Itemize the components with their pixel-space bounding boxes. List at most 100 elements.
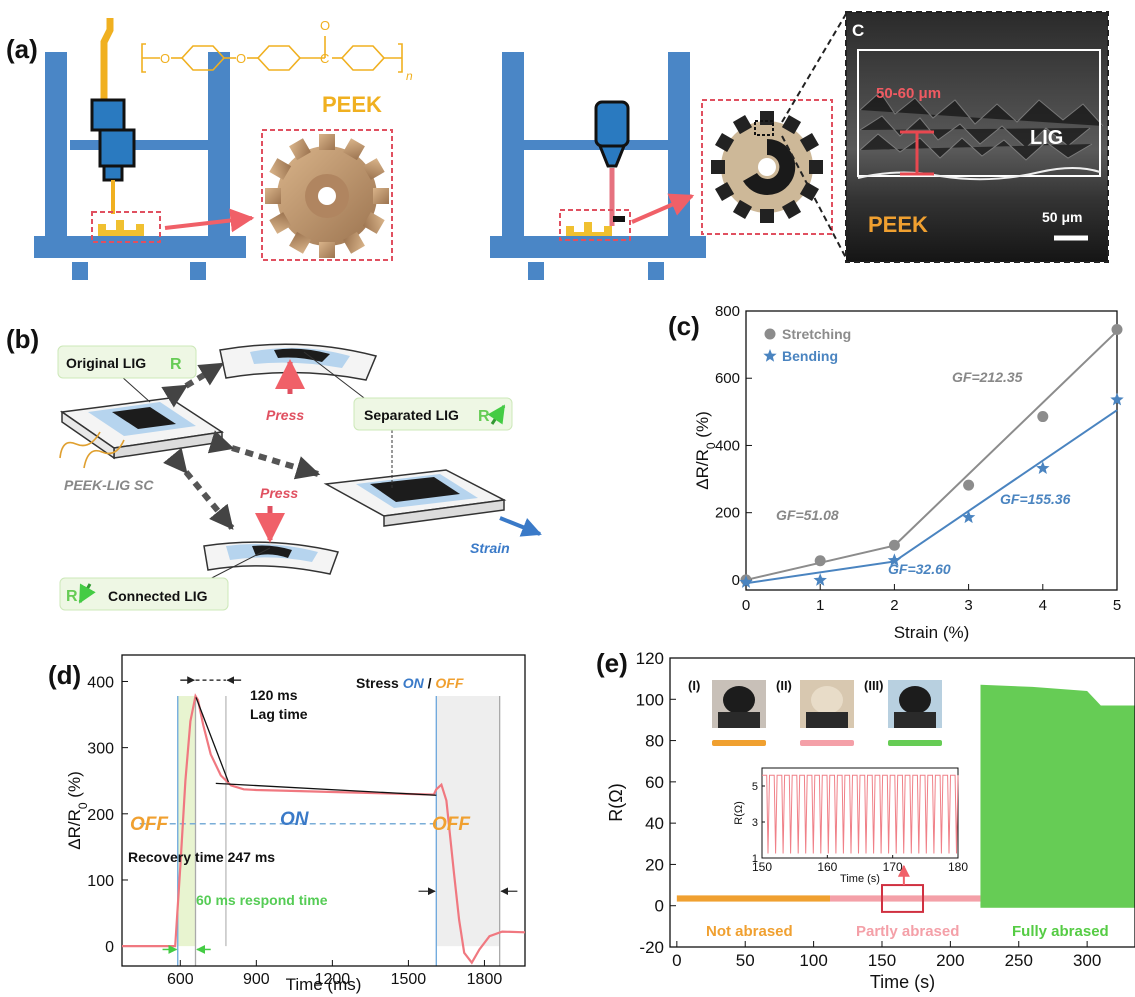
x-tick-label: 200 xyxy=(936,951,964,970)
x-tick-label: 150 xyxy=(868,951,896,970)
data-point xyxy=(963,479,975,491)
gf-annotation-4: GF=155.36 xyxy=(1000,491,1071,507)
y-tick-label: 300 xyxy=(87,741,114,758)
panel-e-label: (e) xyxy=(596,648,628,678)
x-axis-label: Strain (%) xyxy=(894,623,970,642)
chart-c: 0 1 2 3 4 5 0 200 400 600 800 Strain (%) ΔR/R0 (%) St… xyxy=(693,303,1124,642)
inset-y-tick-label: 3 xyxy=(752,817,758,829)
transition-arrows xyxy=(161,361,321,530)
panel-d-label: (d) xyxy=(48,660,81,690)
inset-photo-detail xyxy=(806,712,848,728)
label-original-lig: Original LIG xyxy=(66,355,146,371)
strip-top xyxy=(219,343,378,381)
data-point xyxy=(739,575,753,588)
label-separated-lig: Separated LIG xyxy=(364,407,459,423)
inset-x-tick-label: 170 xyxy=(883,860,903,874)
photo-label: (II) xyxy=(776,678,792,693)
plot-frame xyxy=(121,654,526,967)
x-tick-label: 2 xyxy=(890,597,898,614)
svg-text:O: O xyxy=(236,51,246,66)
y-tick-label: 200 xyxy=(715,505,740,522)
inset-y-tick-label: 1 xyxy=(752,853,758,865)
lig-gear-icon xyxy=(711,111,823,223)
label-not-abrased: Not abrased xyxy=(706,923,793,940)
panel-b-label: (b) xyxy=(6,324,39,354)
data-point xyxy=(1111,323,1123,335)
y-tick-label: 120 xyxy=(636,649,664,668)
fit-line xyxy=(215,782,437,796)
printer-left-illustration xyxy=(34,18,393,280)
arrow-down-icon xyxy=(78,583,96,604)
arrow-up-icon xyxy=(487,404,506,425)
y-tick-label: 0 xyxy=(105,939,114,956)
fit-line xyxy=(893,409,1118,563)
lag-text-label: Lag time xyxy=(250,706,308,722)
data-point xyxy=(1037,411,1049,423)
fit-line xyxy=(893,330,1118,547)
x-tick-label: 900 xyxy=(243,971,270,988)
inset-y-axis-label: R(Ω) xyxy=(733,801,745,825)
strip-bottom xyxy=(203,541,339,575)
x-tick-label: 4 xyxy=(1039,597,1047,614)
inset-photo-detail xyxy=(811,686,843,714)
respond-label: 60 ms respond time xyxy=(196,892,328,908)
x-tick-label: 100 xyxy=(799,951,827,970)
y-tick-label: 800 xyxy=(715,303,740,320)
series-not-abrased xyxy=(676,895,831,902)
inset-photo-detail xyxy=(899,686,931,714)
panel-b: (b) xyxy=(6,324,542,611)
photo-label: (III) xyxy=(864,678,884,693)
respond-region xyxy=(177,696,196,947)
inset-photo-detail xyxy=(894,712,936,728)
r-symbol-original: R xyxy=(170,356,182,373)
y-axis-label: ΔR/R0 (%) xyxy=(693,411,718,490)
x-tick-label: 5 xyxy=(1113,597,1121,614)
inset-x-tick-label: 180 xyxy=(948,860,968,874)
y-axis-label: R(Ω) xyxy=(606,783,626,821)
sem-scale-label: 50 μm xyxy=(1042,209,1082,225)
inset-photo-detail xyxy=(723,686,755,714)
fit-line xyxy=(745,560,895,585)
data-point xyxy=(888,539,900,551)
y-tick-label: -20 xyxy=(639,938,664,957)
lag-value-label: 120 ms xyxy=(250,687,298,703)
photo-color-bar xyxy=(888,740,942,746)
x-tick-label: 1800 xyxy=(467,971,503,988)
x-tick-label: 1500 xyxy=(391,971,427,988)
photo-color-bar xyxy=(712,740,766,746)
data-point xyxy=(813,573,827,586)
label-device: PEEK-LIG SC xyxy=(64,477,154,493)
panel-c-label: (c) xyxy=(668,311,700,341)
peek-label: PEEK xyxy=(322,92,382,117)
sem-lig-label: LIG xyxy=(1030,127,1063,149)
data-point xyxy=(887,553,902,567)
y-tick-label: 100 xyxy=(87,873,114,890)
svg-text:O: O xyxy=(320,18,330,33)
inset-y-tick-label: 5 xyxy=(752,781,758,793)
inset-photo-detail xyxy=(718,712,760,728)
y-tick-label: 40 xyxy=(645,814,664,833)
fit-line xyxy=(195,697,230,783)
photo-color-bar xyxy=(800,740,854,746)
strip-center xyxy=(59,397,225,469)
x-tick-label: 50 xyxy=(736,951,755,970)
legend-entry: Bending xyxy=(782,348,838,364)
x-tick-label: 3 xyxy=(964,597,972,614)
chart-d: 600 900 1200 1500 1800 0 100 200 300 400 Time (ms)… xyxy=(65,654,526,994)
plot-frame xyxy=(745,310,1118,591)
x-tick-label: 300 xyxy=(1073,951,1101,970)
data-point xyxy=(1110,392,1124,406)
legend-entry: Stretching xyxy=(782,326,851,342)
polymer-repeat-n: n xyxy=(406,69,413,83)
x-axis-label: Time (s) xyxy=(870,972,935,992)
series-partly-abrased xyxy=(830,895,981,902)
label-press-bottom: Press xyxy=(260,485,298,501)
svg-text:C: C xyxy=(320,51,329,66)
recovery-label: Recovery time 247 ms xyxy=(128,849,275,865)
sem-peek-label: PEEK xyxy=(868,212,928,237)
r-symbol-connected: R xyxy=(66,588,78,605)
label-partly-abrased: Partly abrased xyxy=(856,923,959,940)
panel-a: (a) xyxy=(6,11,1109,280)
sem-image: C 50-60 μm LIG PEEK 50 μm xyxy=(845,11,1109,263)
